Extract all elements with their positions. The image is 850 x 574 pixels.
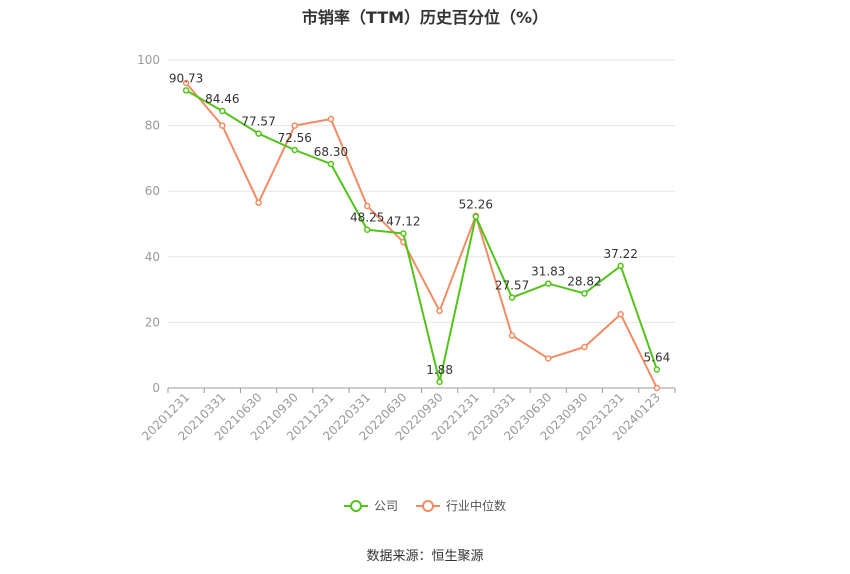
- legend-swatch-industry-median: [416, 499, 440, 512]
- data-point-0: [400, 230, 407, 237]
- data-point-0: [472, 213, 480, 220]
- data-point-1: [508, 332, 516, 339]
- legend-swatch-company: [343, 499, 368, 512]
- data-label: 77.57: [241, 115, 275, 129]
- series-line-1: [185, 82, 658, 389]
- data-point-0: [436, 378, 443, 386]
- data-label: 27.57: [495, 279, 529, 293]
- data-point-1: [291, 122, 298, 129]
- series-line-0: [185, 89, 658, 383]
- data-point-0: [545, 280, 552, 287]
- data-point-1: [182, 79, 190, 87]
- data-point-1: [363, 202, 371, 210]
- data-point-1: [219, 122, 226, 129]
- chart-legend: 公司 行业中位数: [0, 497, 850, 514]
- data-point-0: [219, 107, 226, 115]
- data-point-1: [545, 355, 552, 362]
- data-point-1: [617, 310, 624, 318]
- data-point-0: [363, 226, 371, 233]
- y-tick-label: 40: [145, 250, 160, 264]
- chart-title: 市销率（TTM）历史百分位（%）: [301, 8, 549, 27]
- data-point-0: [327, 160, 335, 168]
- data-label: 47.12: [386, 214, 420, 228]
- data-label: 72.56: [278, 131, 312, 145]
- data-label: 68.30: [314, 145, 348, 159]
- legend-label-industry-median: 行业中位数: [446, 499, 507, 513]
- data-point-0: [617, 262, 624, 270]
- data-source: 数据来源：恒生聚源: [366, 549, 484, 564]
- data-point-0: [255, 130, 262, 137]
- data-label: 48.25: [350, 211, 384, 225]
- data-label: 90.73: [169, 71, 203, 85]
- data-label: 28.82: [567, 274, 601, 288]
- data-point-0: [182, 87, 190, 94]
- data-point-1: [581, 343, 588, 351]
- data-label: 31.83: [531, 265, 565, 279]
- legend-item-company[interactable]: 公司: [343, 497, 398, 514]
- y-tick-label: 60: [145, 184, 160, 198]
- data-label: 52.26: [459, 198, 493, 212]
- data-point-1: [436, 307, 443, 315]
- data-point-0: [653, 366, 661, 373]
- y-tick-label: 80: [145, 119, 160, 133]
- data-point-0: [291, 146, 298, 154]
- data-label: 37.22: [603, 247, 637, 261]
- legend-item-industry-median[interactable]: 行业中位数: [416, 497, 506, 514]
- data-point-1: [255, 199, 262, 206]
- data-point-0: [508, 294, 516, 301]
- data-label: 1.88: [426, 363, 453, 377]
- legend-label-company: 公司: [373, 499, 398, 513]
- data-label: 5.64: [644, 351, 671, 365]
- data-point-1: [653, 384, 661, 392]
- data-point-0: [581, 290, 588, 297]
- y-tick-label: 0: [152, 381, 160, 395]
- data-label: 84.46: [205, 92, 239, 106]
- y-tick-label: 20: [145, 315, 160, 329]
- data-point-1: [327, 115, 335, 123]
- y-tick-label: 100: [137, 53, 160, 67]
